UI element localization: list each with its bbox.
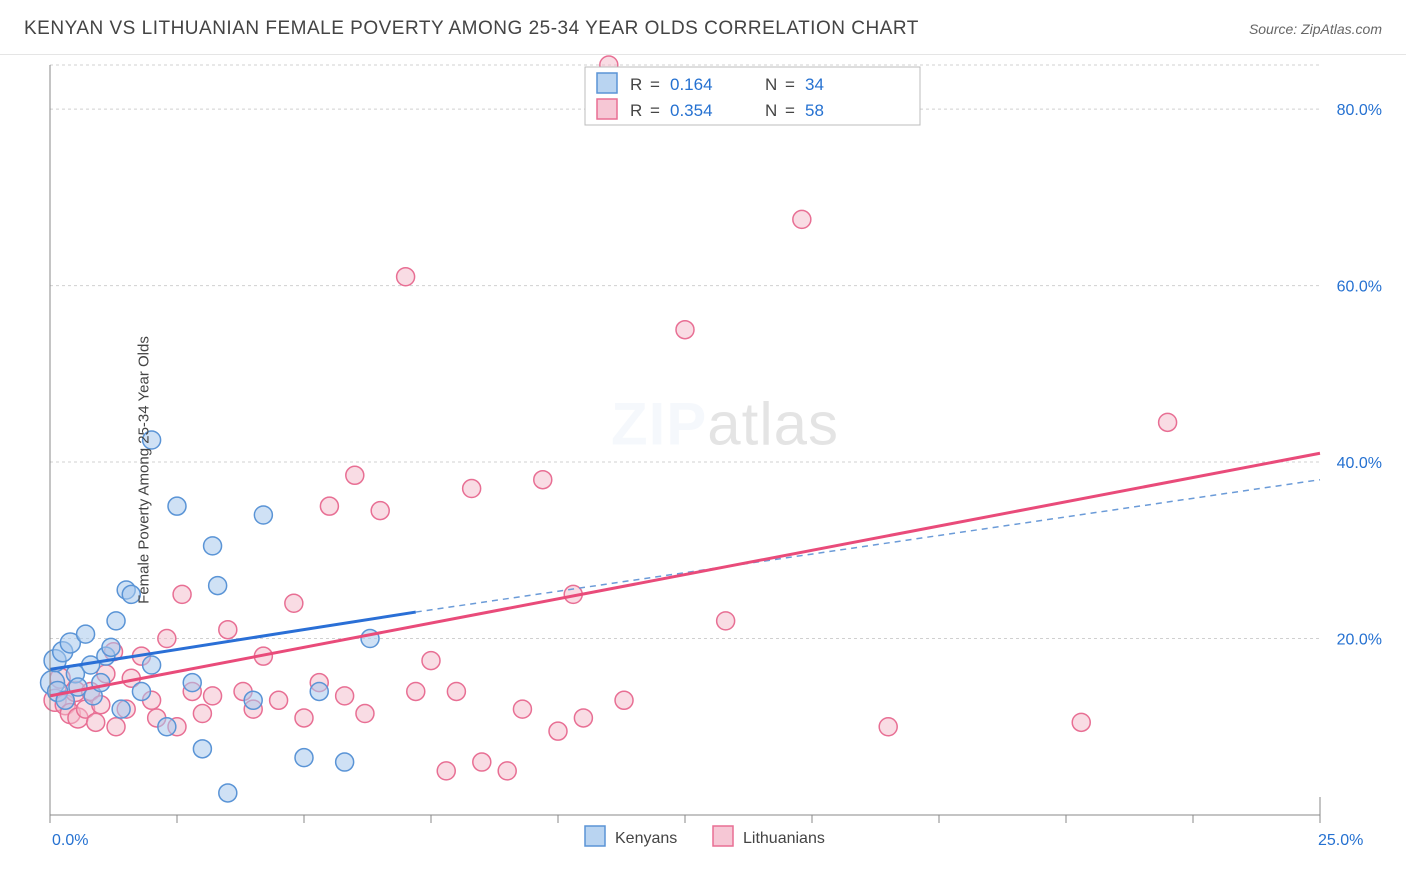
kenyan-point (143, 656, 161, 674)
kenyan-point (158, 718, 176, 736)
kenyan-point (310, 682, 328, 700)
kenyan-point (102, 638, 120, 656)
y-tick-label: 20.0% (1337, 632, 1382, 649)
lithuanian-point (534, 471, 552, 489)
lithuanian-point (346, 466, 364, 484)
legend-r-value: 0.354 (670, 101, 713, 120)
kenyan-point (244, 691, 262, 709)
source-prefix: Source: (1249, 21, 1301, 37)
kenyan-point (295, 749, 313, 767)
legend-eq: = (650, 101, 660, 120)
kenyan-point (204, 537, 222, 555)
lithuanian-point (193, 705, 211, 723)
lithuanian-point (549, 722, 567, 740)
kenyan-point (92, 674, 110, 692)
lithuanian-point (270, 691, 288, 709)
scatter-chart-svg: ZIPatlas 0.0% 25.0% 20.0% 40.0% 60.0% 80.0% R = 0… (0, 55, 1406, 885)
kenyan-point (193, 740, 211, 758)
legend-n-label: N (765, 75, 777, 94)
legend-bottom-swatch (713, 826, 733, 846)
kenyan-point (183, 674, 201, 692)
lithuanian-point (87, 713, 105, 731)
lithuanian-point (407, 682, 425, 700)
legend-r-value: 0.164 (670, 75, 713, 94)
lithuanian-point (717, 612, 735, 630)
lithuanian-point (173, 585, 191, 603)
y-axis-label: Female Poverty Among 25-34 Year Olds (135, 336, 152, 604)
legend-eq: = (785, 75, 795, 94)
legend-n-value: 34 (805, 75, 824, 94)
lithuanian-point (463, 480, 481, 498)
lithuanian-trend (50, 453, 1320, 696)
lithuanian-point (285, 594, 303, 612)
kenyan-point (107, 612, 125, 630)
legend-bottom-label: Kenyans (615, 830, 677, 847)
kenyan-point (209, 577, 227, 595)
lithuanian-point (1072, 713, 1090, 731)
lithuanian-point (219, 621, 237, 639)
lithuanian-point (204, 687, 222, 705)
lithuanian-point (336, 687, 354, 705)
lithuanian-point (473, 753, 491, 771)
lithuanian-point (397, 268, 415, 286)
legend-r-label: R (630, 101, 642, 120)
lithuanian-point (615, 691, 633, 709)
legend-swatch (597, 73, 617, 93)
source-link[interactable]: ZipAtlas.com (1301, 21, 1382, 37)
lithuanian-point (437, 762, 455, 780)
lithuanian-point (356, 705, 374, 723)
lithuanian-point (879, 718, 897, 736)
legend-swatch (597, 99, 617, 119)
kenyan-point (168, 497, 186, 515)
chart-title: KENYAN VS LITHUANIAN FEMALE POVERTY AMON… (24, 18, 919, 40)
y-tick-label: 40.0% (1337, 455, 1382, 472)
chart-source: Source: ZipAtlas.com (1249, 21, 1382, 37)
x-tick-label: 0.0% (52, 832, 88, 849)
lithuanian-point (320, 497, 338, 515)
watermark: ZIPatlas (611, 390, 839, 457)
lithuanian-point (1159, 413, 1177, 431)
lithuanian-point (513, 700, 531, 718)
lithuanian-point (498, 762, 516, 780)
kenyan-point (112, 700, 130, 718)
legend-n-value: 58 (805, 101, 824, 120)
kenyan-trend-dashed (416, 480, 1320, 612)
kenyan-point (77, 625, 95, 643)
kenyan-point (254, 506, 272, 524)
legend-eq: = (650, 75, 660, 94)
lithuanian-point (447, 682, 465, 700)
kenyan-point (219, 784, 237, 802)
lithuanian-point (295, 709, 313, 727)
legend-n-label: N (765, 101, 777, 120)
y-tick-label: 60.0% (1337, 279, 1382, 296)
lithuanian-point (371, 502, 389, 520)
chart-header: KENYAN VS LITHUANIAN FEMALE POVERTY AMON… (0, 0, 1406, 55)
legend-bottom-swatch (585, 826, 605, 846)
kenyan-point (132, 682, 150, 700)
y-tick-label: 80.0% (1337, 102, 1382, 119)
lithuanian-point (574, 709, 592, 727)
x-tick-label: 25.0% (1318, 832, 1363, 849)
chart-area: Female Poverty Among 25-34 Year Olds ZIP… (0, 55, 1406, 885)
lithuanian-point (107, 718, 125, 736)
kenyan-point (336, 753, 354, 771)
legend-eq: = (785, 101, 795, 120)
lithuanian-point (793, 210, 811, 228)
lithuanian-point (422, 652, 440, 670)
lithuanian-point (158, 630, 176, 648)
lithuanian-point (676, 321, 694, 339)
legend-r-label: R (630, 75, 642, 94)
legend-bottom-label: Lithuanians (743, 830, 825, 847)
